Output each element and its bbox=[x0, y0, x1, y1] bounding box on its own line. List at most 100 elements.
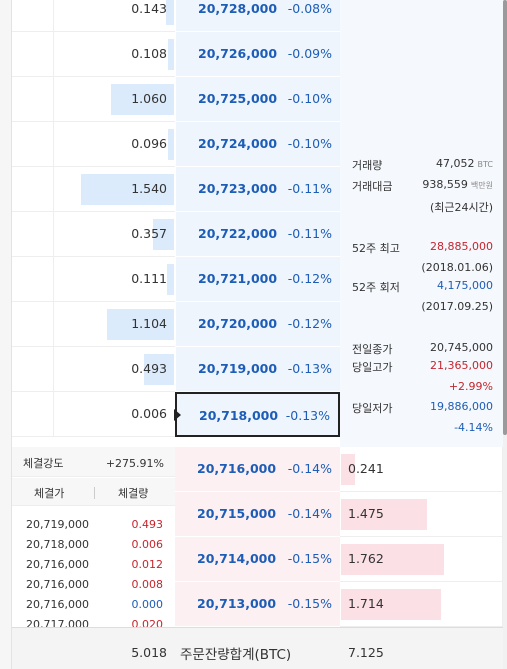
ask-qty-bar bbox=[167, 264, 174, 295]
trade-price: 20,716,000 bbox=[26, 558, 89, 571]
bid-qty-bar bbox=[341, 589, 441, 620]
amount-value: 938,559 백만원 bbox=[422, 178, 493, 191]
day-high-label: 당일고가 bbox=[352, 361, 393, 374]
ask-pct: -0.10% bbox=[287, 91, 332, 106]
ask-qty-bar bbox=[168, 39, 174, 70]
ask-pct: -0.10% bbox=[287, 136, 332, 151]
ask-price: 20,718,000 bbox=[199, 408, 279, 423]
ask-qty-cell[interactable]: 0.143 bbox=[54, 0, 175, 32]
orderbook-footer: 5.018 주문잔량합계(BTC) 7.125 bbox=[12, 627, 503, 669]
ask-qty-cell[interactable]: 1.104 bbox=[54, 302, 175, 347]
ask-qty: 1.540 bbox=[131, 181, 167, 196]
day-low-label: 당일저가 bbox=[352, 402, 393, 415]
bid-row[interactable]: 20,713,000 -0.15% 1.714 bbox=[175, 582, 503, 627]
trade-qty: 0.000 bbox=[131, 598, 164, 611]
ask-row-blank bbox=[12, 167, 54, 212]
amount-line: 거래대금 938,559 백만원 bbox=[352, 178, 493, 194]
low52-date: (2017.09.25) bbox=[421, 300, 493, 313]
ask-price-cell[interactable]: 20,722,000 -0.11% bbox=[175, 212, 340, 257]
trade-price-header: 체결가 bbox=[34, 487, 65, 500]
bid-qty-bar bbox=[341, 544, 444, 575]
period-text: (최근24시간) bbox=[429, 201, 493, 214]
ask-price-cell[interactable]: 20,728,000 -0.08% bbox=[175, 0, 340, 32]
ask-qty-cell[interactable]: 0.111 bbox=[54, 257, 175, 302]
bid-qty-cell[interactable]: 0.241 bbox=[340, 447, 503, 492]
ask-qty: 0.493 bbox=[131, 361, 167, 376]
ask-qty-bar bbox=[144, 354, 174, 385]
ask-qty-cell[interactable]: 0.006 bbox=[54, 392, 175, 437]
ask-pct: -0.09% bbox=[287, 46, 332, 61]
bid-price-cell[interactable]: 20,713,000 -0.15% bbox=[175, 582, 340, 627]
scrollbar-thumb[interactable] bbox=[503, 0, 507, 435]
trade-row: 20,718,000 0.006 bbox=[12, 535, 175, 555]
ask-price: 20,725,000 bbox=[198, 91, 278, 106]
trade-price: 20,716,000 bbox=[26, 598, 89, 611]
bid-pct: -0.15% bbox=[287, 596, 332, 611]
ask-qty-cell[interactable]: 0.493 bbox=[54, 347, 175, 392]
ask-qty: 0.006 bbox=[131, 406, 167, 421]
bid-price-cell[interactable]: 20,715,000 -0.14% bbox=[175, 492, 340, 537]
scrollbar[interactable] bbox=[503, 0, 507, 669]
day-high-pct: +2.99% bbox=[448, 380, 493, 393]
ask-pct: -0.11% bbox=[287, 226, 332, 241]
ask-row-blank bbox=[12, 122, 54, 167]
bid-price-cell[interactable]: 20,714,000 -0.15% bbox=[175, 537, 340, 582]
trade-list[interactable]: 20,719,000 0.493 20,718,000 0.006 20,716,000… bbox=[12, 515, 175, 627]
ask-pct: -0.12% bbox=[287, 316, 332, 331]
trade-qty-header: 체결량 bbox=[118, 487, 149, 500]
ask-price-cell[interactable]: 20,723,000 -0.11% bbox=[175, 167, 340, 212]
ask-price-cell[interactable]: 20,724,000 -0.10% bbox=[175, 122, 340, 167]
bid-price-cell[interactable]: 20,716,000 -0.14% bbox=[175, 447, 340, 492]
ask-price-cell[interactable]: 20,725,000 -0.10% bbox=[175, 77, 340, 122]
ask-qty-bar bbox=[107, 309, 174, 340]
ask-price: 20,720,000 bbox=[198, 316, 278, 331]
trade-strength-value: +275.91% bbox=[105, 457, 164, 470]
trade-qty: 0.012 bbox=[131, 558, 164, 571]
ask-row-blank bbox=[12, 77, 54, 122]
ask-price: 20,722,000 bbox=[198, 226, 278, 241]
period-line: (최근24시간) bbox=[352, 199, 493, 215]
ask-price-cell[interactable]: 20,726,000 -0.09% bbox=[175, 32, 340, 77]
left-gutter bbox=[0, 0, 12, 669]
ask-qty: 0.143 bbox=[131, 1, 167, 16]
ask-qty-bar bbox=[166, 0, 174, 25]
ask-pct: -0.13% bbox=[285, 408, 330, 423]
ask-row-blank bbox=[12, 347, 54, 392]
ask-row-blank bbox=[12, 302, 54, 347]
high52-value: 28,885,000 bbox=[430, 240, 493, 253]
bid-row[interactable]: 20,715,000 -0.14% 1.475 bbox=[175, 492, 503, 537]
trade-row: 20,716,000 0.000 bbox=[12, 595, 175, 615]
day-low-pct: -4.14% bbox=[454, 421, 493, 434]
bid-row[interactable]: 20,716,000 -0.14% 0.241 bbox=[175, 447, 503, 492]
trade-qty: 0.008 bbox=[131, 578, 164, 591]
ask-price-cell[interactable]: 20,721,000 -0.12% bbox=[175, 257, 340, 302]
ask-price-cell[interactable]: 20,720,000 -0.12% bbox=[175, 302, 340, 347]
trade-price: 20,717,000 bbox=[26, 618, 89, 627]
ask-qty-cell[interactable]: 0.096 bbox=[54, 122, 175, 167]
volume-value: 47,052 BTC bbox=[436, 157, 493, 170]
bid-qty-cell[interactable]: 1.714 bbox=[340, 582, 503, 627]
bid-qty-cell[interactable]: 1.475 bbox=[340, 492, 503, 537]
day-high-line: 당일고가 21,365,000 bbox=[352, 359, 493, 375]
ask-price-cell[interactable]: 20,719,000 -0.13% bbox=[175, 347, 340, 392]
bid-orders: 체결강도 +275.91% 체결가 체결량 20,719,000 0.493 20,… bbox=[12, 447, 503, 627]
ask-row-blank bbox=[12, 212, 54, 257]
volume-label: 거래량 bbox=[352, 159, 383, 172]
high52-line: 52주 최고 28,885,000 bbox=[352, 240, 493, 256]
bid-qty: 0.241 bbox=[348, 461, 384, 476]
bid-total: 7.125 bbox=[348, 645, 384, 660]
bid-row[interactable]: 20,714,000 -0.15% 1.762 bbox=[175, 537, 503, 582]
bid-price: 20,716,000 bbox=[197, 461, 277, 476]
trade-qty: 0.006 bbox=[131, 538, 164, 551]
ask-qty-cell[interactable]: 0.108 bbox=[54, 32, 175, 77]
ask-qty-cell[interactable]: 0.357 bbox=[54, 212, 175, 257]
ask-qty-bar bbox=[153, 219, 174, 250]
trade-row: 20,716,000 0.008 bbox=[12, 575, 175, 595]
ask-qty-cell[interactable]: 1.540 bbox=[54, 167, 175, 212]
bid-qty-cell[interactable]: 1.762 bbox=[340, 537, 503, 582]
bid-qty: 1.475 bbox=[348, 506, 384, 521]
high52-label: 52주 최고 bbox=[352, 242, 400, 255]
ask-price-cell[interactable]: 20,718,000 -0.13% bbox=[174, 392, 340, 437]
ask-qty-cell[interactable]: 1.060 bbox=[54, 77, 175, 122]
trade-row: 20,719,000 0.493 bbox=[12, 515, 175, 535]
